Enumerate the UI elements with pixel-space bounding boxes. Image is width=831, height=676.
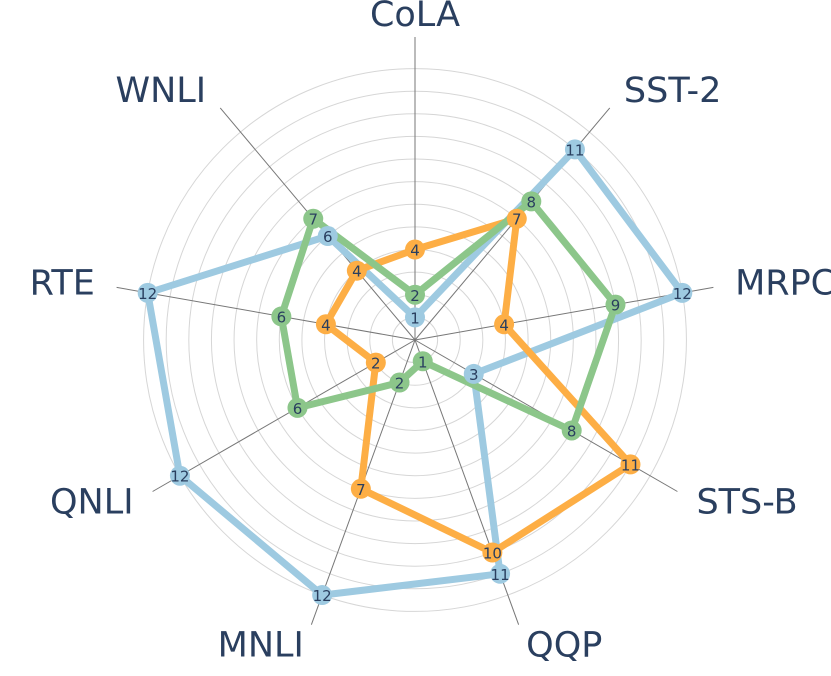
value-label: 4 <box>410 242 420 260</box>
value-label: 12 <box>673 285 692 303</box>
series-line <box>322 215 634 556</box>
value-label: 6 <box>293 400 303 418</box>
marker <box>312 585 333 606</box>
category-label: CoLA <box>370 0 460 35</box>
series-line <box>277 197 619 434</box>
marker <box>672 282 693 303</box>
marker <box>564 139 585 160</box>
marker <box>315 314 336 335</box>
marker <box>494 314 515 335</box>
value-label: 6 <box>323 228 333 246</box>
value-label: 4 <box>321 316 331 334</box>
series-line <box>144 145 686 599</box>
value-label: 11 <box>621 456 640 474</box>
marker <box>365 352 386 373</box>
marker <box>405 284 425 305</box>
value-label: 4 <box>499 316 509 334</box>
marker <box>405 239 425 260</box>
value-label: 12 <box>313 587 332 605</box>
category-label: WNLI <box>115 71 206 111</box>
marker <box>287 397 308 418</box>
value-label: 6 <box>277 308 287 326</box>
marker <box>137 282 158 303</box>
value-label: 8 <box>527 193 537 211</box>
marker <box>463 363 484 384</box>
marker <box>271 306 292 327</box>
marker <box>303 208 324 229</box>
marker <box>346 260 367 281</box>
marker <box>317 226 338 247</box>
marker <box>506 208 527 229</box>
category-label: QQP <box>526 625 602 665</box>
value-label: 4 <box>352 263 362 281</box>
value-label: 7 <box>512 211 522 229</box>
marker <box>405 307 425 328</box>
category-label: MNLI <box>218 625 304 665</box>
marker <box>620 454 641 475</box>
series <box>277 197 619 434</box>
marker <box>389 372 410 393</box>
value-label: 2 <box>395 375 405 393</box>
value-label: 7 <box>356 481 366 499</box>
marker <box>605 294 626 315</box>
marker <box>490 563 511 584</box>
marker <box>482 542 503 563</box>
category-label: RTE <box>30 264 95 304</box>
marker <box>350 478 371 499</box>
marker <box>561 420 582 441</box>
series <box>322 215 634 556</box>
axis-spoke <box>116 286 416 341</box>
value-label: 7 <box>308 211 318 229</box>
category-label: MRPC <box>735 264 831 304</box>
value-label: 10 <box>483 545 502 563</box>
category-label: QNLI <box>50 483 134 523</box>
marker <box>521 191 542 212</box>
series <box>144 145 686 599</box>
value-label: 11 <box>565 141 584 159</box>
value-label: 2 <box>410 287 420 305</box>
value-label: 12 <box>170 468 189 486</box>
value-label: 8 <box>567 422 577 440</box>
marker <box>169 465 190 486</box>
value-label: 11 <box>491 566 510 584</box>
category-label: STS-B <box>696 483 797 523</box>
value-label: 12 <box>138 285 157 303</box>
value-label: 3 <box>469 366 479 384</box>
axis-spoke <box>414 286 714 341</box>
category-label: SST-2 <box>624 71 722 111</box>
value-label: 2 <box>371 355 381 373</box>
marker <box>412 351 433 372</box>
value-label: 1 <box>418 353 428 371</box>
value-label: 9 <box>611 297 621 315</box>
value-label: 1 <box>410 309 420 327</box>
